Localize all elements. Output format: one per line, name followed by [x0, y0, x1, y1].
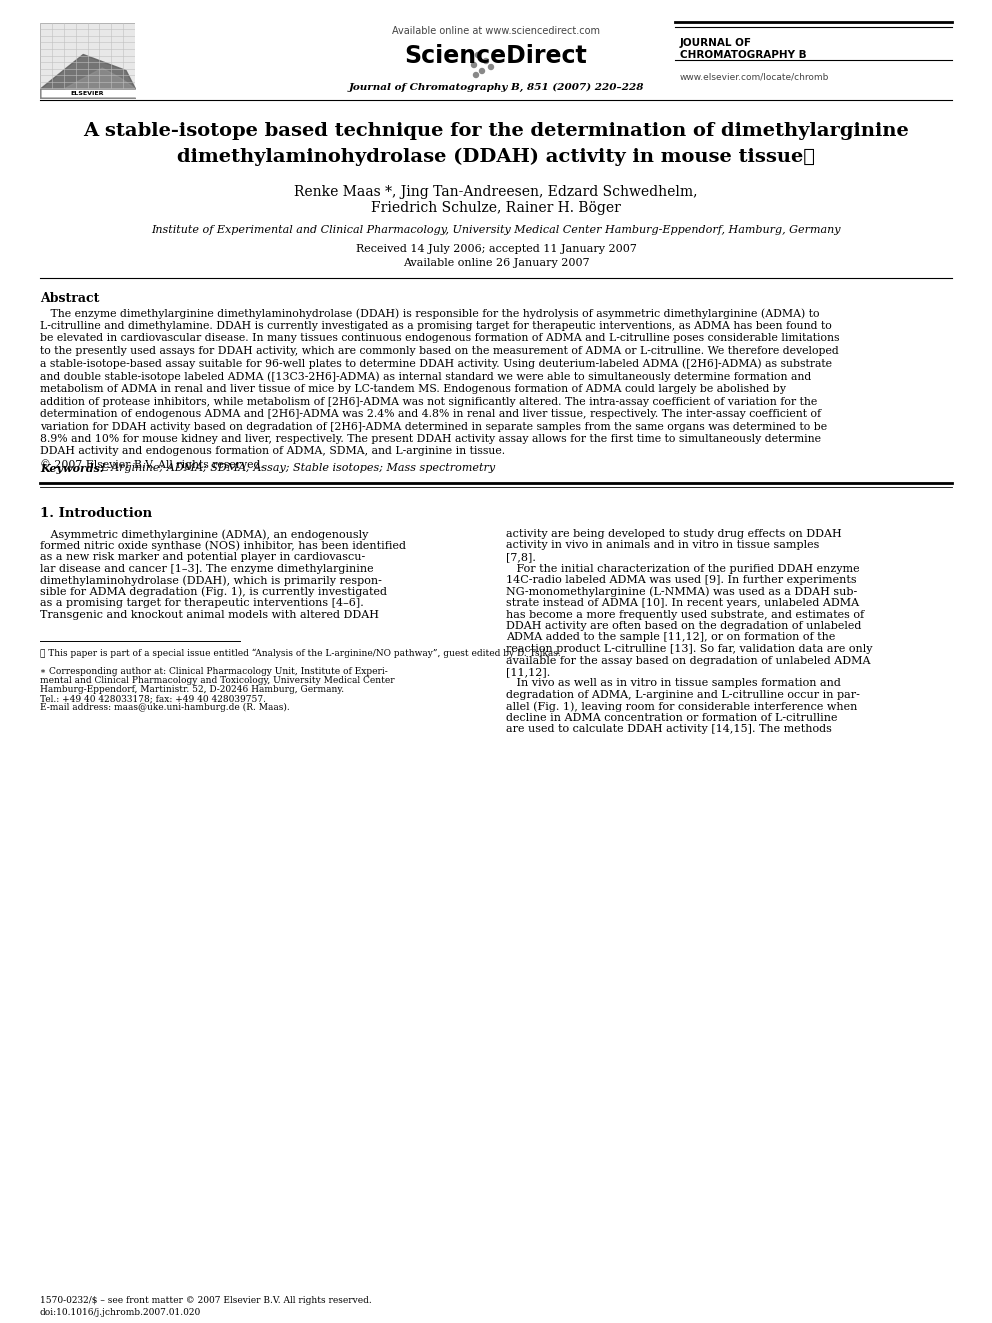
Text: sible for ADMA degradation (Fig. 1), is currently investigated: sible for ADMA degradation (Fig. 1), is … — [40, 586, 387, 597]
Text: reaction product L-citrulline [13]. So far, validation data are only: reaction product L-citrulline [13]. So f… — [506, 644, 873, 654]
Text: Transgenic and knockout animal models with altered DDAH: Transgenic and knockout animal models wi… — [40, 610, 379, 619]
Circle shape — [488, 65, 493, 70]
Text: Available online 26 January 2007: Available online 26 January 2007 — [403, 258, 589, 269]
Text: as a new risk marker and potential player in cardiovascu-: as a new risk marker and potential playe… — [40, 552, 365, 562]
Text: mental and Clinical Pharmacology and Toxicology, University Medical Center: mental and Clinical Pharmacology and Tox… — [40, 676, 395, 685]
Text: [11,12].: [11,12]. — [506, 667, 551, 677]
Text: ELSEVIER: ELSEVIER — [70, 90, 104, 95]
Text: activity in vivo in animals and in vitro in tissue samples: activity in vivo in animals and in vitro… — [506, 541, 819, 550]
Text: degradation of ADMA, L-arginine and L-citrulline occur in par-: degradation of ADMA, L-arginine and L-ci… — [506, 691, 860, 700]
Text: www.elsevier.com/locate/chromb: www.elsevier.com/locate/chromb — [680, 71, 829, 81]
Text: NG-monomethylarginine (L-NMMA) was used as a DDAH sub-: NG-monomethylarginine (L-NMMA) was used … — [506, 586, 857, 597]
Text: Institute of Experimental and Clinical Pharmacology, University Medical Center H: Institute of Experimental and Clinical P… — [151, 225, 841, 235]
Text: For the initial characterization of the purified DDAH enzyme: For the initial characterization of the … — [506, 564, 860, 573]
Text: Friedrich Schulze, Rainer H. Böger: Friedrich Schulze, Rainer H. Böger — [371, 201, 621, 216]
Text: Tel.: +49 40 428033178; fax: +49 40 428039757.: Tel.: +49 40 428033178; fax: +49 40 4280… — [40, 695, 266, 703]
Text: formed nitric oxide synthase (NOS) inhibitor, has been identified: formed nitric oxide synthase (NOS) inhib… — [40, 541, 406, 552]
Text: ☆ This paper is part of a special issue entitled “Analysis of the L-arginine/NO : ☆ This paper is part of a special issue … — [40, 650, 560, 659]
Text: DDAH activity are often based on the degradation of unlabeled: DDAH activity are often based on the deg… — [506, 620, 861, 631]
Text: ADMA added to the sample [11,12], or on formation of the: ADMA added to the sample [11,12], or on … — [506, 632, 835, 643]
Text: Renke Maas *, Jing Tan-Andreesen, Edzard Schwedhelm,: Renke Maas *, Jing Tan-Andreesen, Edzard… — [295, 185, 697, 198]
Text: CHROMATOGRAPHY B: CHROMATOGRAPHY B — [680, 50, 806, 60]
Text: L-Arginine; ADMA; SDMA; Assay; Stable isotopes; Mass spectrometry: L-Arginine; ADMA; SDMA; Assay; Stable is… — [100, 463, 495, 474]
Text: decline in ADMA concentration or formation of L-citrulline: decline in ADMA concentration or formati… — [506, 713, 837, 722]
Text: strate instead of ADMA [10]. In recent years, unlabeled ADMA: strate instead of ADMA [10]. In recent y… — [506, 598, 859, 609]
Text: ∗ Corresponding author at: Clinical Pharmacology Unit, Institute of Experi-: ∗ Corresponding author at: Clinical Phar… — [40, 667, 388, 676]
Text: dimethylaminohydrolase (DDAH) activity in mouse tissue⋆: dimethylaminohydrolase (DDAH) activity i… — [177, 148, 815, 167]
Circle shape — [479, 69, 484, 74]
Text: are used to calculate DDAH activity [14,15]. The methods: are used to calculate DDAH activity [14,… — [506, 725, 832, 734]
Text: allel (Fig. 1), leaving room for considerable interference when: allel (Fig. 1), leaving room for conside… — [506, 701, 857, 712]
Text: Keywords:: Keywords: — [40, 463, 104, 474]
Text: as a promising target for therapeutic interventions [4–6].: as a promising target for therapeutic in… — [40, 598, 364, 609]
Text: Asymmetric dimethylarginine (ADMA), an endogenously: Asymmetric dimethylarginine (ADMA), an e… — [40, 529, 368, 540]
Text: Received 14 July 2006; accepted 11 January 2007: Received 14 July 2006; accepted 11 Janua… — [355, 243, 637, 254]
Text: JOURNAL OF: JOURNAL OF — [680, 38, 752, 48]
Text: 1570-0232/$ – see front matter © 2007 Elsevier B.V. All rights reserved.: 1570-0232/$ – see front matter © 2007 El… — [40, 1297, 372, 1304]
Bar — [40, 22, 135, 89]
Text: E-mail address: maas@uke.uni-hamburg.de (R. Maas).: E-mail address: maas@uke.uni-hamburg.de … — [40, 703, 290, 712]
Text: A stable-isotope based technique for the determination of dimethylarginine: A stable-isotope based technique for the… — [83, 122, 909, 140]
Circle shape — [475, 53, 480, 57]
Circle shape — [483, 58, 488, 64]
Circle shape — [473, 73, 478, 78]
Text: 14C-radio labeled ADMA was used [9]. In further experiments: 14C-radio labeled ADMA was used [9]. In … — [506, 576, 857, 585]
Circle shape — [471, 62, 476, 67]
Text: Hamburg-Eppendorf, Martinistr. 52, D-20246 Hamburg, Germany.: Hamburg-Eppendorf, Martinistr. 52, D-202… — [40, 685, 344, 695]
Text: Abstract: Abstract — [40, 292, 99, 306]
Text: has become a more frequently used substrate, and estimates of: has become a more frequently used substr… — [506, 610, 864, 619]
Text: lar disease and cancer [1–3]. The enzyme dimethylarginine: lar disease and cancer [1–3]. The enzyme… — [40, 564, 374, 573]
Text: doi:10.1016/j.jchromb.2007.01.020: doi:10.1016/j.jchromb.2007.01.020 — [40, 1308, 201, 1316]
Text: dimethylaminohydrolase (DDAH), which is primarily respon-: dimethylaminohydrolase (DDAH), which is … — [40, 576, 382, 586]
Text: available for the assay based on degradation of unlabeled ADMA: available for the assay based on degrada… — [506, 655, 871, 665]
Text: In vivo as well as in vitro in tissue samples formation and: In vivo as well as in vitro in tissue sa… — [506, 679, 841, 688]
Text: [7,8].: [7,8]. — [506, 552, 536, 562]
Text: activity are being developed to study drug effects on DDAH: activity are being developed to study dr… — [506, 529, 842, 538]
Text: 1. Introduction: 1. Introduction — [40, 507, 152, 520]
Text: ScienceDirect: ScienceDirect — [405, 44, 587, 67]
Text: Journal of Chromatography B, 851 (2007) 220–228: Journal of Chromatography B, 851 (2007) … — [348, 83, 644, 93]
Text: Available online at www.sciencedirect.com: Available online at www.sciencedirect.co… — [392, 26, 600, 36]
Text: The enzyme dimethylarginine dimethylaminohydrolase (DDAH) is responsible for the: The enzyme dimethylarginine dimethylamin… — [40, 308, 839, 470]
